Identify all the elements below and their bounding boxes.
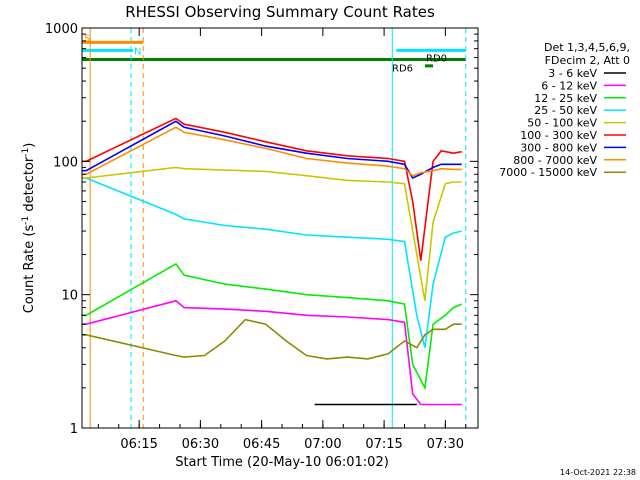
legend-header-line1: Det 1,3,4,5,6,9, xyxy=(544,41,630,54)
y-tick-label-3: 1000 xyxy=(45,22,78,37)
y-axis-label-part3: ) xyxy=(22,143,37,148)
annotation-layer: S N RD6 RD0 xyxy=(82,33,466,75)
series-layer xyxy=(82,117,463,406)
legend-label-8: 7000 - 15000 keV xyxy=(499,166,597,179)
legend-label-4: 50 - 100 keV xyxy=(527,117,597,130)
legend-header-line2: FDecim 2, Att 0 xyxy=(545,54,630,67)
legend-label-3: 25 - 50 keV xyxy=(534,104,597,117)
annotation-label-2: RD6 xyxy=(392,64,413,75)
series-line-8 xyxy=(82,318,462,360)
y-axis-label-part1: Count Rate (s xyxy=(22,225,37,314)
legend-label-7: 800 - 7000 keV xyxy=(513,154,597,167)
y-axis-label-part2: detector xyxy=(22,156,37,216)
y-axis-label-sup2: -1 xyxy=(21,148,31,157)
plot-frame xyxy=(81,27,479,429)
annotation-label-0: S xyxy=(84,33,90,44)
x-tick-label-2: 06:45 xyxy=(243,437,280,452)
series-line-2 xyxy=(82,262,463,391)
series-line-5 xyxy=(82,117,462,261)
annotation-label-1: N xyxy=(134,46,141,57)
chart-title: RHESSI Observing Summary Count Rates xyxy=(125,3,435,21)
x-axis: 06:15 06:30 06:45 07:00 07:15 07:30 xyxy=(97,28,467,452)
y-tick-label-0: 1 xyxy=(70,422,78,437)
series-line-4 xyxy=(82,166,462,301)
legend-label-0: 3 - 6 keV xyxy=(548,67,597,80)
y-axis: 1 10 100 1000 xyxy=(45,22,478,437)
date-stamp: 14-Oct-2021 22:38 xyxy=(560,468,636,477)
series-line-3 xyxy=(82,177,462,348)
series-line-6 xyxy=(82,120,462,180)
x-tick-label-5: 07:30 xyxy=(427,437,464,452)
x-tick-label-4: 07:15 xyxy=(365,437,402,452)
y-tick-label-2: 100 xyxy=(53,155,78,170)
legend: Det 1,3,4,5,6,9, FDecim 2, Att 0 3 - 6 k… xyxy=(499,41,630,179)
vertical-marker-layer xyxy=(89,28,467,428)
legend-label-6: 300 - 800 keV xyxy=(520,141,597,154)
legend-label-2: 12 - 25 keV xyxy=(534,92,597,105)
legend-label-5: 100 - 300 keV xyxy=(520,129,597,142)
y-axis-label: Count Rate (s-1 detector-1) xyxy=(21,143,37,314)
series-line-1 xyxy=(82,299,462,406)
x-tick-label-0: 06:15 xyxy=(120,437,157,452)
annotation-label-3: RD0 xyxy=(426,53,447,64)
series-line-7 xyxy=(82,126,462,177)
y-axis-label-sup1: -1 xyxy=(21,216,31,225)
y-tick-label-1: 10 xyxy=(61,289,78,304)
x-axis-label: Start Time (20-May-10 06:01:02) xyxy=(175,455,389,470)
x-tick-label-3: 07:00 xyxy=(304,437,341,452)
x-tick-label-1: 06:30 xyxy=(182,437,219,452)
legend-label-1: 6 - 12 keV xyxy=(541,79,597,92)
